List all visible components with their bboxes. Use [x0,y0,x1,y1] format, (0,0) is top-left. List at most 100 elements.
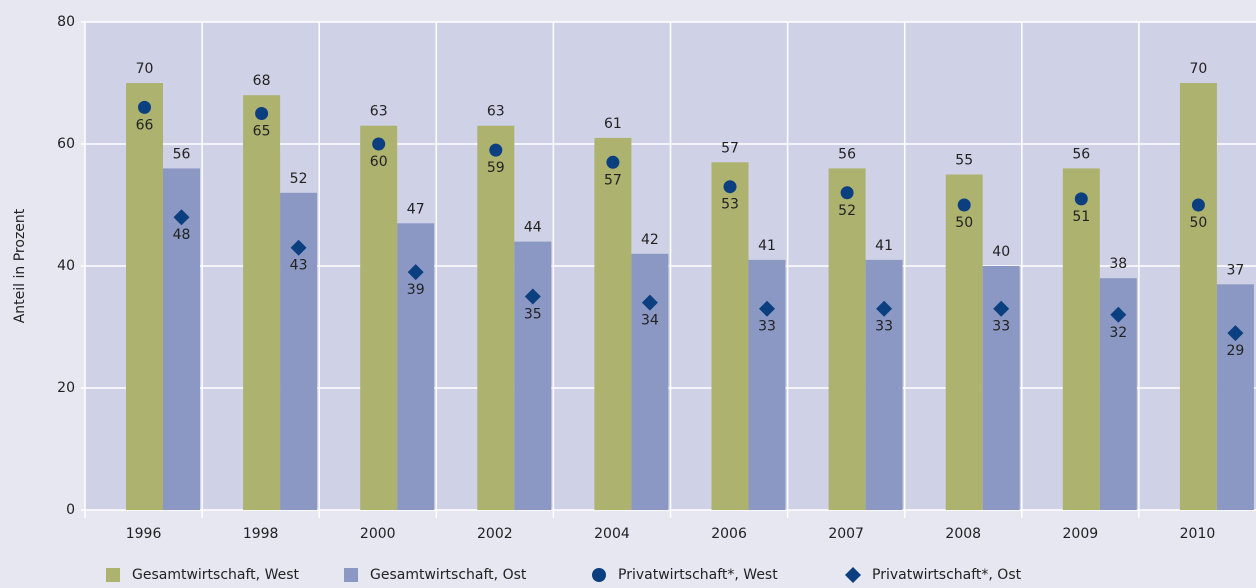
marker [1110,306,1127,323]
value-label: 56 [1072,146,1090,162]
bar [1179,83,1217,510]
value-label: 39 [407,282,425,298]
marker [138,100,151,114]
marker [372,137,386,151]
x-tick-label: 2002 [477,526,513,542]
x-tick-label: 2009 [1063,526,1099,542]
value-label: 70 [136,61,154,77]
value-label: 66 [136,117,154,133]
value-label: 48 [173,227,191,243]
marker [1074,192,1088,206]
marker [641,294,658,311]
y-tick-label: 60 [57,136,75,152]
y-tick-label: 20 [57,380,75,396]
x-tick-label: 2010 [1180,526,1216,542]
marker [993,300,1010,317]
value-label: 68 [253,73,271,89]
value-label: 56 [173,146,191,162]
value-label: 55 [955,153,973,169]
bar [865,259,903,510]
marker [255,107,269,120]
value-label: 63 [370,104,388,120]
bar [126,83,163,510]
legend-swatch [592,568,606,582]
marker [723,180,737,194]
legend-label: Gesamtwirtschaft, West [132,567,299,583]
marker [957,198,971,212]
y-tick-label: 0 [66,502,75,518]
x-tick-label: 2008 [945,526,981,542]
marker [759,300,775,317]
value-label: 42 [641,232,659,248]
bar [514,241,552,510]
value-label: 38 [1109,256,1127,272]
marker [489,143,503,157]
x-tick-label: 2004 [594,526,630,542]
value-label: 57 [604,172,622,188]
value-label: 40 [992,244,1010,260]
value-label: 52 [838,203,856,219]
value-label: 29 [1226,343,1244,359]
marker [876,300,893,317]
value-label: 33 [992,319,1010,335]
legend-label: Gesamtwirtschaft, Ost [370,567,527,583]
value-label: 63 [487,104,505,120]
bar [828,168,866,510]
value-label: 59 [487,160,505,176]
marker [524,288,541,305]
value-label: 51 [1072,209,1090,225]
value-label: 50 [1189,215,1207,231]
value-label: 70 [1189,61,1207,77]
bar [631,253,669,511]
legend-label: Privatwirtschaft*, West [618,567,778,583]
value-label: 56 [838,146,856,162]
y-tick-label: 40 [57,258,75,274]
value-label: 57 [721,140,739,156]
value-label: 44 [524,220,542,236]
value-label: 53 [721,197,739,213]
x-tick-label: 2000 [360,526,396,542]
value-label: 33 [758,319,776,335]
value-label: 33 [875,319,893,335]
value-label: 65 [253,124,271,140]
legend-swatch [344,568,358,582]
bar [163,168,200,510]
bar [748,259,786,510]
marker [840,186,854,200]
value-label: 60 [370,154,388,170]
value-label: 35 [524,307,542,323]
value-label: 61 [604,116,622,132]
legend-label: Privatwirtschaft*, Ost [872,567,1022,583]
x-tick-label: 1998 [243,526,279,542]
x-tick-label: 2006 [711,526,747,542]
value-label: 34 [641,313,659,329]
value-label: 37 [1226,262,1244,278]
value-label: 41 [758,238,776,254]
marker [1227,325,1244,342]
x-tick-label: 1996 [126,526,162,542]
marker [173,209,190,226]
y-axis-label: Anteil in Prozent [12,208,28,323]
bar [1216,284,1254,510]
bar [945,174,983,510]
value-label: 41 [875,238,893,254]
marker [1191,198,1205,212]
marker [290,239,307,256]
marker [407,264,424,281]
bar [360,125,398,510]
bar [711,162,749,511]
y-tick-label: 80 [57,14,75,30]
value-label: 50 [955,215,973,231]
value-label: 47 [407,201,425,217]
bar [243,95,281,510]
value-label: 43 [290,258,308,274]
bar [594,137,632,510]
bar [1062,168,1100,510]
x-tick-label: 2007 [828,526,864,542]
value-label: 32 [1109,325,1127,341]
legend-swatch [106,568,120,582]
marker [606,155,620,169]
legend-swatch [845,567,861,583]
